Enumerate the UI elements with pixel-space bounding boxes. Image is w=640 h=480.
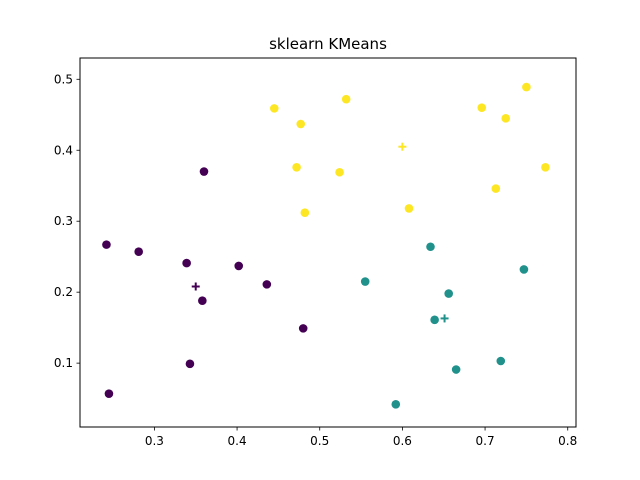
data-point-cluster-1: [360, 277, 370, 286]
data-point-cluster-2: [491, 184, 501, 193]
chart-title: sklearn KMeans: [269, 35, 387, 53]
x-tick-label: 0.4: [228, 434, 247, 448]
data-point-cluster-0: [234, 261, 244, 271]
data-point-cluster-0: [102, 240, 111, 249]
axis-ticks: 0.3 0.4 0.5 0.6 0.7 0.8 0.1 0.2 0.3 0.4 0.5: [54, 72, 577, 448]
centroid-marker-cluster-0: [191, 282, 200, 291]
y-tick-label: 0.1: [54, 356, 73, 370]
y-tick-label: 0.3: [54, 214, 73, 228]
data-point-cluster-0: [198, 296, 207, 305]
x-tick-label: 0.7: [476, 434, 495, 448]
data-point-cluster-0: [182, 258, 191, 268]
data-point-cluster-0: [134, 247, 143, 257]
data-point-cluster-0: [104, 389, 114, 398]
data-point-cluster-2: [477, 103, 487, 112]
data-point-cluster-1: [519, 265, 529, 274]
data-point-cluster-2: [292, 162, 301, 172]
y-tick-label: 0.2: [54, 285, 73, 299]
x-tick-label: 0.3: [145, 434, 164, 448]
data-point-cluster-1: [430, 315, 439, 325]
data-point-cluster-2: [335, 167, 344, 177]
centroid-marker-cluster-2: [398, 142, 407, 151]
data-point-cluster-2: [404, 204, 414, 213]
plot-area: [102, 82, 550, 409]
data-point-cluster-1: [496, 356, 506, 366]
data-point-cluster-0: [185, 359, 195, 369]
data-point-cluster-1: [444, 289, 453, 298]
y-tick-label: 0.5: [54, 72, 73, 86]
x-tick-label: 0.8: [558, 434, 577, 448]
data-point-cluster-2: [522, 82, 531, 92]
x-tick-label: 0.6: [393, 434, 412, 448]
data-point-cluster-0: [199, 167, 209, 176]
y-tick-label: 0.4: [54, 143, 73, 157]
data-point-cluster-2: [541, 162, 550, 172]
data-point-cluster-0: [262, 280, 272, 289]
data-point-cluster-1: [451, 365, 461, 374]
data-point-cluster-2: [501, 114, 511, 123]
axes-frame: [79, 57, 577, 428]
data-point-cluster-2: [269, 104, 279, 113]
centroid-marker-cluster-1: [440, 314, 449, 323]
data-point-cluster-1: [391, 399, 401, 409]
data-point-cluster-2: [341, 94, 351, 104]
data-point-cluster-2: [296, 119, 306, 129]
x-tick-label: 0.5: [310, 434, 329, 448]
data-point-cluster-1: [426, 242, 435, 252]
data-point-cluster-0: [298, 324, 308, 333]
data-point-cluster-2: [300, 208, 310, 217]
